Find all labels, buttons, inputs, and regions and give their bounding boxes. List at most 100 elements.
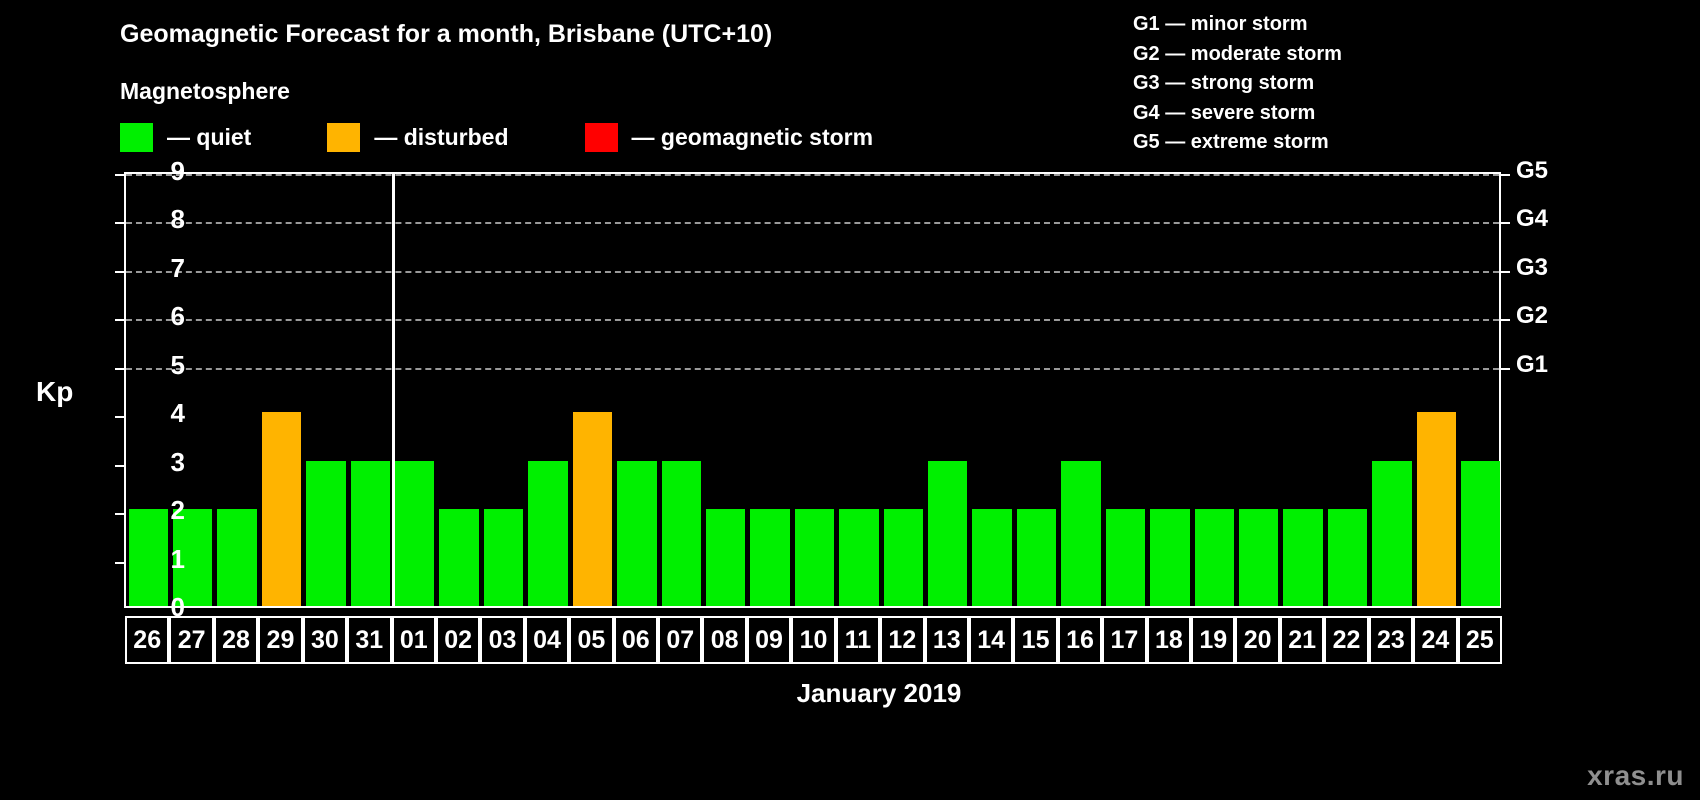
day-label-28[interactable]: 28 bbox=[213, 616, 259, 664]
bar-day-27[interactable] bbox=[172, 509, 213, 606]
bar-day-17[interactable] bbox=[1105, 509, 1146, 606]
day-label-17[interactable]: 17 bbox=[1102, 616, 1147, 664]
g-scale-row-3: G3 — strong storm bbox=[1133, 72, 1315, 94]
bar-day-24[interactable] bbox=[1416, 412, 1457, 606]
day-label-05[interactable]: 05 bbox=[569, 616, 614, 664]
g-scale-row-2: G2 — moderate storm bbox=[1133, 42, 1342, 65]
day-label-29[interactable]: 29 bbox=[258, 616, 303, 664]
y-axis-label-0: 0 bbox=[170, 592, 185, 622]
day-label-01[interactable]: 01 bbox=[391, 616, 436, 664]
bar-day-29[interactable] bbox=[261, 412, 302, 606]
bar-day-23[interactable] bbox=[1372, 460, 1412, 606]
day-label-23[interactable]: 23 bbox=[1368, 616, 1414, 664]
bar-day-25[interactable] bbox=[1461, 460, 1501, 606]
bar-day-01[interactable] bbox=[395, 460, 435, 606]
day-label-24[interactable]: 24 bbox=[1413, 616, 1458, 664]
x-axis-day-labels: 26 27 28 29 30 31 01 02 03 04 05 06 07 08 09 10 11 12 13 14… bbox=[124, 616, 1502, 664]
day-label-13[interactable]: 13 bbox=[924, 616, 969, 664]
day-label-12[interactable]: 12 bbox=[880, 616, 925, 664]
day-label-25[interactable]: 25 bbox=[1457, 616, 1502, 664]
legend-item-geomagneticstorm: — geomagnetic storm bbox=[584, 123, 873, 152]
bar-day-09[interactable] bbox=[750, 509, 790, 606]
y-axis-label-3: 3 bbox=[170, 446, 185, 477]
bar-day-16[interactable] bbox=[1061, 460, 1101, 606]
bar-day-26[interactable] bbox=[128, 509, 168, 606]
bar-day-21[interactable] bbox=[1283, 509, 1323, 606]
day-label-07[interactable]: 07 bbox=[658, 616, 703, 664]
bar-day-06[interactable] bbox=[617, 460, 657, 606]
g-scale-row-5: G5 — extreme storm bbox=[1133, 131, 1329, 153]
y-axis-label-2: 2 bbox=[170, 495, 185, 526]
bar-day-14[interactable] bbox=[972, 509, 1012, 606]
bar-day-08[interactable] bbox=[705, 509, 746, 606]
orange-square-icon bbox=[327, 123, 361, 152]
day-label-16[interactable]: 16 bbox=[1057, 616, 1103, 664]
day-label-31[interactable]: 31 bbox=[347, 616, 392, 664]
y-tick-7 bbox=[115, 270, 124, 273]
bar-day-13[interactable] bbox=[928, 460, 968, 606]
bar-day-15[interactable] bbox=[1016, 509, 1057, 606]
y-axis-label-7: 7 bbox=[170, 252, 185, 283]
day-label-30[interactable]: 30 bbox=[302, 616, 348, 664]
magnetosphere-subtitle: Magnetosphere bbox=[120, 78, 290, 104]
bar-day-18[interactable] bbox=[1150, 509, 1190, 606]
gridline-kp-9 bbox=[126, 174, 1499, 176]
y-axis-label-8: 8 bbox=[170, 204, 185, 235]
day-label-26[interactable]: 26 bbox=[125, 616, 170, 664]
day-label-03[interactable]: 03 bbox=[480, 616, 525, 664]
day-label-10[interactable]: 10 bbox=[791, 616, 836, 664]
day-label-04[interactable]: 04 bbox=[524, 616, 570, 664]
plot-area bbox=[115, 172, 1510, 608]
bar-day-03[interactable] bbox=[483, 509, 524, 606]
day-label-02[interactable]: 02 bbox=[435, 616, 481, 664]
day-label-06[interactable]: 06 bbox=[613, 616, 659, 664]
g-tick-G4 bbox=[1501, 222, 1510, 225]
y-axis-label-1: 1 bbox=[170, 543, 185, 574]
day-label-21[interactable]: 21 bbox=[1279, 616, 1325, 664]
day-label-27[interactable]: 27 bbox=[169, 616, 214, 664]
bar-day-02[interactable] bbox=[439, 509, 479, 606]
day-label-11[interactable]: 11 bbox=[835, 616, 881, 664]
y-axis-label-9: 9 bbox=[170, 156, 185, 186]
y-tick-6 bbox=[115, 319, 124, 322]
forecast-divider bbox=[391, 174, 395, 606]
day-label-22[interactable]: 22 bbox=[1324, 616, 1369, 664]
g-scale-row-1: G1 — minor storm bbox=[1133, 13, 1308, 35]
bar-day-19[interactable] bbox=[1194, 509, 1234, 606]
y-axis-title: Kp bbox=[36, 376, 74, 407]
bar-day-28[interactable] bbox=[217, 509, 257, 606]
day-label-09[interactable]: 09 bbox=[746, 616, 792, 664]
g-tick-G3 bbox=[1501, 270, 1510, 273]
g-tick-G2 bbox=[1501, 319, 1510, 322]
bar-day-05[interactable] bbox=[572, 412, 613, 606]
day-label-14[interactable]: 14 bbox=[968, 616, 1014, 664]
day-label-08[interactable]: 08 bbox=[702, 616, 747, 664]
g-scale-row-4: G4 — severe storm bbox=[1133, 101, 1316, 124]
g-axis-label-G2: G2 bbox=[1516, 302, 1549, 330]
green-square-icon bbox=[120, 123, 153, 152]
bar-day-04[interactable] bbox=[528, 460, 568, 606]
bar-day-10[interactable] bbox=[794, 509, 835, 606]
bar-day-07[interactable] bbox=[661, 460, 701, 606]
bar-day-20[interactable] bbox=[1238, 509, 1279, 606]
y-tick-9 bbox=[115, 174, 124, 176]
bar-series bbox=[126, 174, 1501, 606]
bar-day-11[interactable] bbox=[839, 509, 879, 606]
bar-day-30[interactable] bbox=[306, 460, 346, 606]
y-tick-2 bbox=[115, 513, 124, 516]
page-title: Geomagnetic Forecast for a month, Brisba… bbox=[120, 20, 773, 48]
day-label-15[interactable]: 15 bbox=[1013, 616, 1058, 664]
x-axis-title: January 2019 bbox=[796, 678, 962, 708]
y-tick-8 bbox=[115, 222, 124, 225]
day-label-18[interactable]: 18 bbox=[1146, 616, 1192, 664]
day-label-19[interactable]: 19 bbox=[1191, 616, 1236, 664]
bar-day-22[interactable] bbox=[1327, 509, 1368, 606]
day-label-20[interactable]: 20 bbox=[1235, 616, 1280, 664]
legend-label: — disturbed bbox=[374, 124, 509, 150]
bar-day-12[interactable] bbox=[883, 509, 924, 606]
y-axis-label-5: 5 bbox=[170, 349, 185, 380]
bar-day-31[interactable] bbox=[350, 460, 390, 606]
watermark: xras.ru bbox=[1587, 760, 1684, 791]
g-tick-G5 bbox=[1501, 174, 1510, 176]
